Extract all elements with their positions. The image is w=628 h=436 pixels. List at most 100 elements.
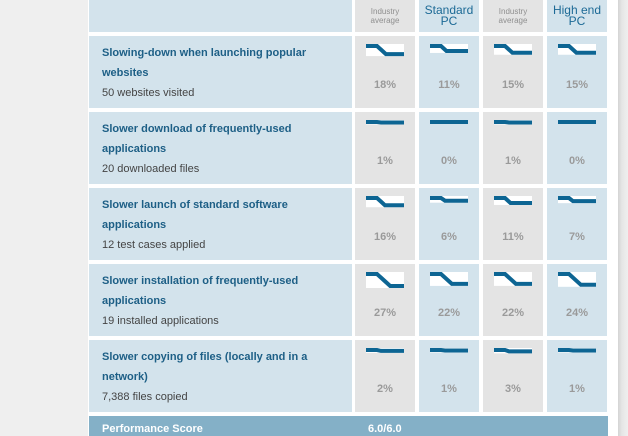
metric-cell-industry-average-2: 3% [483, 340, 543, 412]
metric-cell-industry-average-2: 11% [483, 188, 543, 260]
row-description: Slower installation of frequently-used a… [89, 264, 352, 336]
metric-value: 15% [501, 79, 525, 91]
metric-cell-high-end-pc: 7% [547, 188, 607, 260]
metric-cell-standard-pc: 11% [419, 36, 479, 108]
step-down-line-icon [366, 272, 404, 288]
header-col-high-end-pc: High end PC [547, 0, 607, 32]
metric-value: 22% [501, 307, 525, 319]
metric-value: 11% [502, 231, 524, 243]
header-col-industry-average-2: Industry average [483, 0, 543, 32]
performance-score-bar: Performance Score 6.0/6.0 [89, 416, 608, 436]
metric-value: 15% [565, 79, 589, 91]
row-subtitle: 19 installed applications [102, 315, 219, 327]
metric-cell-high-end-pc: 1% [547, 340, 607, 412]
metric-value: 2% [377, 383, 393, 395]
row-description: Slower download of frequently-used appli… [89, 112, 352, 184]
icon-step-line [494, 196, 532, 205]
row-subtitle: 20 downloaded files [102, 163, 200, 175]
step-down-line-icon [366, 120, 404, 125]
performance-score-label: Performance Score [102, 423, 203, 435]
row-subtitle: 12 test cases applied [102, 239, 206, 251]
metric-cell-high-end-pc: 15% [547, 36, 607, 108]
step-down-line-icon [366, 44, 404, 57]
icon-step-line [494, 272, 532, 286]
step-down-line-icon [430, 120, 468, 124]
metric-value: 7% [569, 231, 585, 243]
metric-value: 3% [505, 383, 521, 395]
step-down-line-icon [366, 196, 404, 208]
metric-cell-industry-average-2: 22% [483, 264, 543, 336]
row-title: Slowing-down when launching popular webs… [102, 47, 307, 79]
header-label-line2: average [498, 16, 528, 25]
step-down-line-icon [494, 348, 532, 354]
row-title: Slower launch of standard software appli… [102, 199, 288, 231]
header-label-line2: PC [568, 14, 586, 28]
step-down-line-icon [430, 348, 468, 353]
metric-value: 16% [373, 231, 397, 243]
step-down-line-icon [558, 348, 596, 353]
icon-background [366, 196, 404, 208]
icon-background [430, 44, 468, 53]
metric-cell-industry-average-1: 27% [355, 264, 415, 336]
metric-cell-industry-average-1: 18% [355, 36, 415, 108]
metric-value: 0% [441, 155, 457, 167]
header-col-industry-average-1: Industry average [355, 0, 415, 32]
row-title: Slower copying of files (locally and in … [102, 351, 308, 383]
row-description: Slowing-down when launching popular webs… [89, 36, 352, 108]
icon-step-line [494, 44, 532, 55]
icon-step-line [558, 44, 596, 55]
metric-cell-industry-average-2: 1% [483, 112, 543, 184]
step-down-line-icon [494, 272, 532, 286]
icon-step-line [366, 348, 404, 353]
icon-background [494, 44, 532, 55]
metric-cell-high-end-pc: 0% [547, 112, 607, 184]
icon-background [494, 196, 532, 205]
step-down-line-icon [558, 272, 596, 287]
metric-value: 11% [438, 79, 460, 91]
metric-cell-high-end-pc: 24% [547, 264, 607, 336]
icon-step-line [558, 272, 596, 287]
row-subtitle: 7,388 files copied [102, 391, 188, 403]
step-down-line-icon [494, 44, 532, 55]
metric-value: 6% [441, 231, 457, 243]
metric-value: 18% [373, 79, 397, 91]
row-title: Slower download of frequently-used appli… [102, 123, 292, 155]
icon-step-line [366, 44, 404, 57]
header-label-line1: Standard [424, 3, 474, 17]
step-down-line-icon [558, 196, 596, 204]
header-label-line2: PC [440, 14, 458, 28]
step-down-line-icon [430, 44, 468, 53]
metric-value: 22% [437, 307, 461, 319]
page-shadow [618, 0, 628, 436]
step-down-line-icon [494, 196, 532, 205]
row-subtitle: 50 websites visited [102, 87, 195, 99]
metric-value: 1% [505, 155, 521, 167]
metric-cell-standard-pc: 22% [419, 264, 479, 336]
icon-background [558, 44, 596, 55]
metric-value: 1% [569, 383, 585, 395]
step-down-line-icon [558, 44, 596, 55]
row-description: Slower copying of files (locally and in … [89, 340, 352, 412]
metric-value: 1% [441, 383, 457, 395]
metric-cell-industry-average-1: 1% [355, 112, 415, 184]
step-down-line-icon [494, 120, 532, 125]
metric-cell-industry-average-1: 2% [355, 340, 415, 412]
header-label-line1: Industry [498, 7, 528, 16]
metric-cell-standard-pc: 0% [419, 112, 479, 184]
step-down-line-icon [366, 348, 404, 353]
header-label-line1: High end [552, 3, 602, 17]
icon-step-line [430, 272, 468, 286]
performance-score-value: 6.0/6.0 [368, 423, 402, 435]
header-label-line1: Industry [370, 7, 400, 16]
row-description: Slower launch of standard software appli… [89, 188, 352, 260]
header-col-standard-pc: Standard PC [419, 0, 479, 32]
step-down-line-icon [558, 120, 596, 124]
metric-cell-standard-pc: 1% [419, 340, 479, 412]
step-down-line-icon [430, 196, 468, 203]
metric-value: 1% [377, 155, 393, 167]
metric-value: 27% [373, 307, 397, 319]
icon-step-line [430, 196, 468, 203]
results-panel: Industry average Standard PC Industry av… [88, 0, 618, 436]
metric-cell-industry-average-2: 15% [483, 36, 543, 108]
header-description-cell [89, 0, 352, 32]
